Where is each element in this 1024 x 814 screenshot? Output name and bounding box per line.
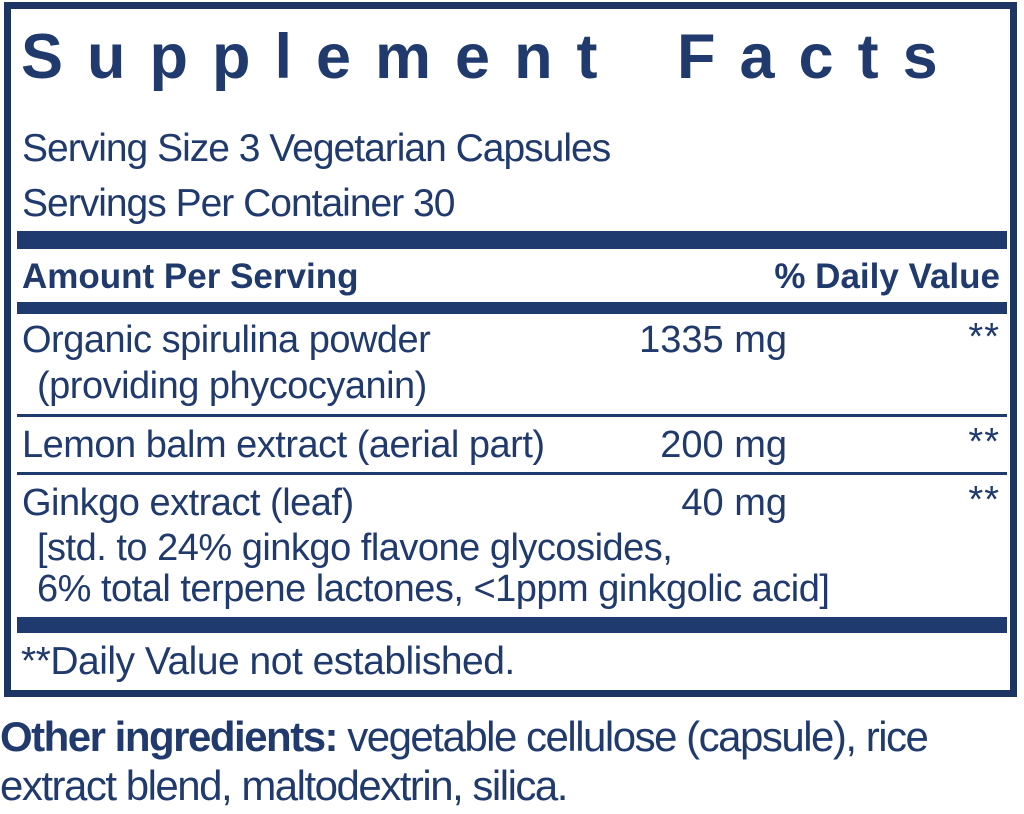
ingredient-detail-spirulina: (providing phycocyanin) xyxy=(37,364,1015,408)
medium-divider-header xyxy=(17,302,1007,314)
other-ingredients-line2: extract blend, maltodextrin, silica. xyxy=(0,762,568,809)
other-ingredients-label: Other ingredients: xyxy=(0,713,339,760)
ingredient-amount: 200 mg xyxy=(660,424,787,466)
amount-per-serving-header: Amount Per Serving xyxy=(22,257,359,296)
ingredient-row-spirulina: Organic spirulina powder 1335 mg ** xyxy=(22,316,1000,362)
other-ingredients-section: Other ingredients: vegetable cellulose (… xyxy=(0,712,1012,810)
serving-size-text: Serving Size 3 Vegetarian Capsules xyxy=(22,127,611,170)
ingredient-detail-text: 6% total terpene lactones, <1ppm ginkgol… xyxy=(37,568,830,610)
ingredient-detail-text: [std. to 24% ginkgo flavone glycosides, xyxy=(37,527,673,569)
daily-value-header: % Daily Value xyxy=(774,257,1000,296)
ingredient-daily-value: ** xyxy=(968,316,1000,358)
ingredient-name: Organic spirulina powder xyxy=(22,319,431,361)
ingredient-name: Ginkgo extract (leaf) xyxy=(22,482,354,524)
panel-title: Supplement Facts xyxy=(21,22,962,92)
thick-divider-top xyxy=(17,231,1007,249)
servings-per-container-text: Servings Per Container 30 xyxy=(22,182,455,225)
ingredient-amount: 1335 mg xyxy=(639,319,787,361)
daily-value-footnote: **Daily Value not established. xyxy=(21,640,515,683)
supplement-facts-panel: Supplement Facts Serving Size 3 Vegetari… xyxy=(4,2,1017,697)
ingredient-row-ginkgo: Ginkgo extract (leaf) 40 mg ** xyxy=(22,479,1000,525)
ingredient-detail-ginkgo-2: 6% total terpene lactones, <1ppm ginkgol… xyxy=(37,567,1015,611)
other-ingredients-line1: vegetable cellulose (capsule), rice xyxy=(337,713,929,760)
ingredient-amount: 40 mg xyxy=(681,482,787,524)
thin-divider-2 xyxy=(17,472,1007,475)
thick-divider-bottom xyxy=(17,617,1007,633)
ingredient-detail-ginkgo-1: [std. to 24% ginkgo flavone glycosides, xyxy=(37,526,1015,570)
ingredient-daily-value: ** xyxy=(968,421,1000,463)
thin-divider-1 xyxy=(17,414,1007,417)
ingredient-name: Lemon balm extract (aerial part) xyxy=(22,424,545,466)
column-header-row: Amount Per Serving % Daily Value xyxy=(22,256,1000,298)
ingredient-daily-value: ** xyxy=(968,479,1000,521)
ingredient-detail-text: (providing phycocyanin) xyxy=(37,365,427,407)
ingredient-row-lemon-balm: Lemon balm extract (aerial part) 200 mg … xyxy=(22,421,1000,467)
